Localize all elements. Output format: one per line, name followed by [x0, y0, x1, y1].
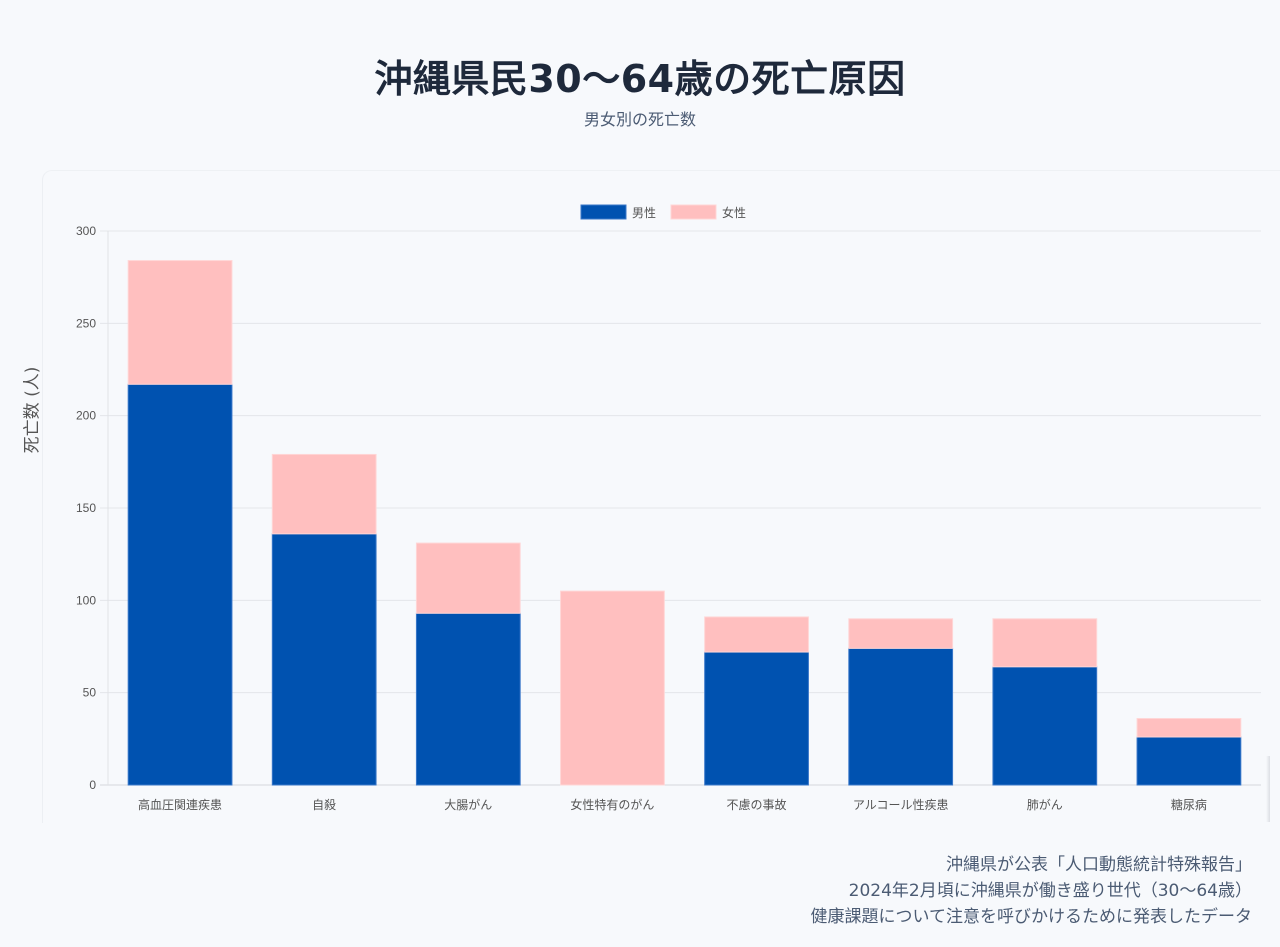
bar-segment-male	[127, 383, 233, 786]
x-axis-ticks: 高血圧関連疾患 自殺 大腸がん 女性特有のがん 不慮の事故 アルコール性疾患 肺がん 糖尿病	[138, 797, 1207, 812]
y-tick-label: 300	[76, 224, 96, 238]
x-tick-label: 糖尿病	[1171, 797, 1207, 812]
y-tick-label: 0	[89, 778, 96, 792]
x-tick-label: 女性特有のがん	[570, 797, 654, 812]
x-tick-label: 高血圧関連疾患	[138, 797, 222, 812]
source-footnote: 沖縄県が公表「人口動態統計特殊報告」 2024年2月頃に沖縄県が働き盛り世代（3…	[811, 852, 1253, 930]
y-tick-label: 100	[76, 593, 96, 607]
y-tick-label: 50	[83, 686, 97, 700]
page-subtitle: 男女別の死亡数	[583, 110, 696, 129]
legend-swatch-female	[670, 204, 717, 220]
x-tick-label: アルコール性疾患	[853, 797, 949, 812]
bar-segment-female	[1136, 718, 1242, 738]
bar-segment-male	[415, 612, 521, 786]
legend-swatch-male	[580, 204, 627, 220]
chart-panel	[42, 170, 1280, 823]
x-tick-label: 大腸がん	[444, 797, 492, 812]
legend: 男性 女性	[580, 204, 746, 220]
x-tick-label: 不慮の事故	[727, 797, 787, 812]
legend-label: 男性	[632, 206, 656, 220]
bar-segment-female	[415, 542, 521, 614]
bar-segment-female	[127, 260, 233, 385]
footnote-line: 沖縄県が公表「人口動態統計特殊報告」	[946, 855, 1252, 875]
bar-segment-female	[271, 453, 377, 535]
footnote-line: 健康課題について注意を呼びかけるために発表したデータ	[810, 907, 1253, 927]
y-tick-label: 200	[76, 409, 96, 423]
bar-segment-female	[848, 618, 954, 649]
x-tick-label: 自殺	[312, 798, 336, 812]
bar-segment-male	[1136, 736, 1242, 786]
bars	[127, 260, 1242, 786]
y-axis-ticks: 0 50 100 150 200 250 300	[76, 224, 96, 792]
footnote-line: 2024年2月頃に沖縄県が働き盛り世代（30〜64歳）	[848, 881, 1252, 901]
legend-label: 女性	[722, 205, 746, 220]
bar-segment-male	[704, 651, 809, 786]
y-tick-label: 250	[76, 316, 96, 330]
bar-segment-male	[271, 533, 377, 786]
bar-segment-male	[992, 666, 1098, 786]
bar-segment-female	[560, 590, 665, 786]
bar-segment-female	[704, 616, 809, 653]
page-title: 沖縄県民30〜64歳の死亡原因	[374, 57, 906, 101]
scrollbar[interactable]	[1266, 756, 1270, 822]
x-tick-label: 肺がん	[1027, 797, 1063, 812]
bar-segment-female	[992, 618, 1098, 668]
bar-segment-male	[848, 647, 954, 786]
y-tick-label: 150	[76, 501, 96, 515]
